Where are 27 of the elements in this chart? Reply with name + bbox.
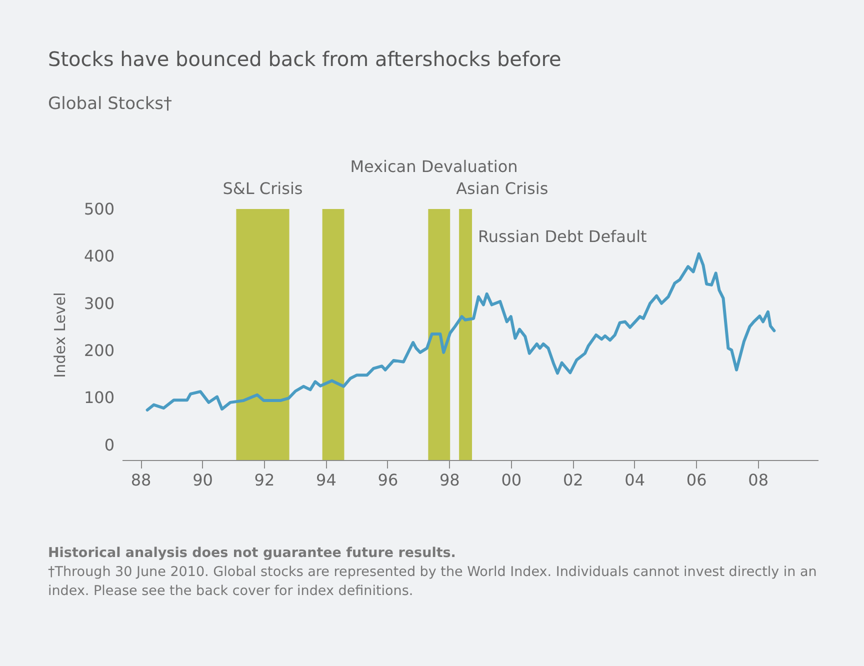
- x-tick-label: 96: [378, 470, 398, 490]
- band-label: S&L Crisis: [222, 179, 303, 198]
- chart-subtitle: Global Stocks†: [48, 94, 172, 114]
- x-tick-label: 06: [686, 470, 707, 490]
- y-tick-label: 200: [84, 341, 114, 360]
- band-label: Mexican Devaluation: [350, 157, 518, 176]
- y-tick-label: 300: [84, 294, 114, 313]
- band-label: Russian Debt Default: [478, 227, 647, 246]
- x-tick-label: 90: [192, 470, 213, 490]
- chart-title: Stocks have bounced back from aftershocks before: [48, 47, 562, 71]
- y-tick-label: 400: [84, 246, 114, 266]
- band-label: Asian Crisis: [456, 179, 548, 198]
- x-tick-label: 02: [562, 470, 584, 490]
- x-tick-label: 92: [254, 470, 275, 490]
- y-tick-label: 0: [104, 435, 114, 454]
- y-tick-label: 100: [84, 388, 114, 408]
- text: Historical analysis does not guarantee future results.: [48, 544, 457, 563]
- y-axis-title: Index Level: [50, 292, 69, 378]
- text: †Through 30 June 2010. Global stocks are represented by the World Index. Individuals cannot invest directly in an index. Please see the back cover for index definitions.: [48, 563, 818, 601]
- x-tick-label: 88: [130, 470, 152, 490]
- x-tick-label: 98: [439, 470, 460, 490]
- x-tick-label: 00: [501, 470, 522, 490]
- x-tick-label: 08: [748, 470, 768, 490]
- y-tick-label: 500: [84, 200, 114, 218]
- x-tick-label: 94: [316, 470, 336, 490]
- line-series: [146, 252, 776, 412]
- x-tick-label: 04: [624, 470, 646, 490]
